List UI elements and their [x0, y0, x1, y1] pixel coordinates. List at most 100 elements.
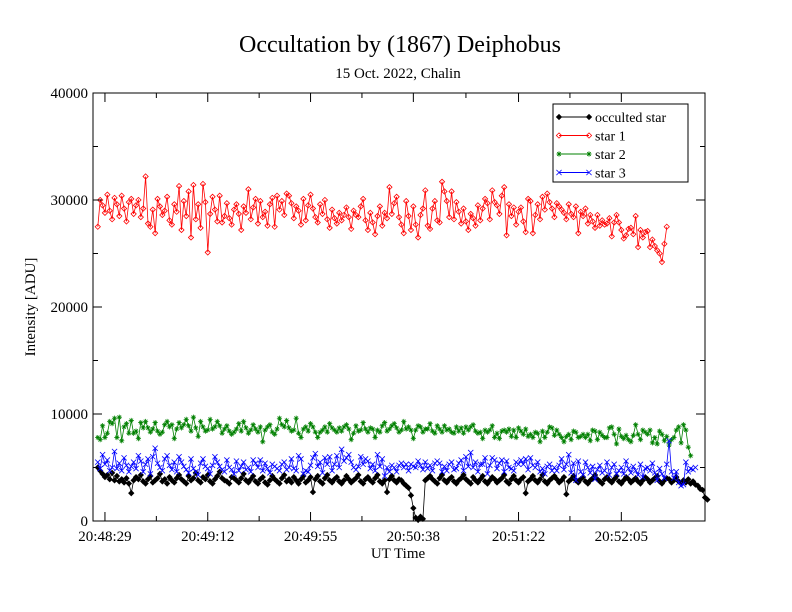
data-point: [467, 449, 474, 456]
data-point: [286, 464, 292, 471]
data-point: [463, 453, 469, 460]
data-point: [541, 471, 548, 477]
data-point: [293, 467, 300, 474]
data-point: [341, 458, 347, 464]
data-point: [429, 205, 436, 212]
data-point: [659, 471, 665, 477]
data-point: [556, 431, 562, 437]
data-point: [486, 216, 494, 223]
data-point: [151, 230, 159, 237]
data-point: [348, 437, 354, 443]
data-point: [312, 450, 319, 457]
data-point: [606, 472, 613, 478]
data-point: [560, 473, 568, 481]
data-point: [164, 452, 170, 459]
data-point: [212, 453, 218, 460]
data-point: [668, 437, 675, 443]
data-point: [376, 203, 384, 210]
data-point: [175, 471, 183, 479]
data-point: [405, 467, 412, 474]
data-point: [245, 430, 251, 436]
data-point: [437, 426, 443, 432]
data-point: [159, 429, 165, 435]
data-point: [623, 458, 629, 464]
data-point: [276, 480, 283, 487]
data-point: [386, 426, 393, 432]
data-point: [685, 444, 691, 450]
data-point: [178, 425, 185, 431]
data-point: [403, 426, 409, 432]
data-point: [398, 221, 405, 228]
data-point: [671, 434, 677, 441]
data-point: [419, 515, 427, 523]
data-point: [544, 190, 551, 197]
data-point: [309, 205, 317, 212]
data-point: [414, 234, 422, 241]
data-point: [247, 216, 254, 223]
data-point: [236, 421, 242, 427]
data-point: [288, 479, 295, 486]
data-point: [503, 458, 510, 464]
data-point: [327, 421, 333, 427]
legend-marker: [555, 113, 563, 121]
x-tick-label: 20:51:22: [492, 529, 545, 545]
data-point: [326, 224, 333, 231]
data-point: [173, 468, 180, 475]
data-point: [544, 429, 550, 435]
data-point: [317, 459, 323, 466]
data-point: [658, 258, 666, 266]
data-point: [649, 460, 656, 467]
data-point: [209, 462, 216, 469]
data-point: [587, 438, 593, 444]
data-point: [436, 460, 443, 467]
data-point: [111, 477, 118, 484]
data-point: [405, 484, 412, 491]
data-point: [568, 469, 575, 476]
data-point: [250, 422, 256, 428]
data-point: [582, 205, 589, 212]
data-point: [218, 219, 226, 226]
data-point: [616, 426, 622, 432]
data-point: [403, 461, 410, 468]
legend-item: star 1: [555, 130, 626, 145]
data-point: [99, 451, 106, 458]
data-point: [656, 250, 663, 257]
data-point: [520, 473, 527, 481]
data-point: [279, 422, 285, 428]
data-point: [649, 440, 656, 446]
data-point: [489, 423, 495, 429]
data-point: [640, 427, 646, 433]
data-point: [376, 463, 383, 470]
data-point: [183, 212, 190, 220]
data-point: [173, 208, 180, 215]
data-point: [298, 456, 304, 462]
data-point: [673, 468, 680, 475]
data-point: [494, 430, 500, 436]
data-point: [527, 197, 534, 205]
data-point: [381, 477, 388, 484]
data-point: [255, 429, 261, 435]
data-point: [334, 429, 340, 435]
data-point: [413, 427, 419, 433]
data-point: [470, 422, 476, 428]
data-point: [453, 465, 460, 472]
data-point: [465, 226, 472, 234]
data-point: [410, 203, 417, 210]
data-point: [207, 471, 214, 477]
data-point: [331, 427, 338, 433]
data-point: [245, 186, 252, 193]
data-point: [358, 427, 364, 433]
legend-marker: [586, 169, 592, 176]
data-point: [118, 192, 125, 199]
data-point: [324, 471, 331, 479]
data-point: [343, 422, 350, 428]
data-point: [425, 426, 431, 432]
data-point: [661, 475, 668, 482]
data-point: [202, 428, 208, 434]
data-point: [120, 205, 128, 212]
data-point: [355, 463, 362, 470]
data-point: [233, 201, 240, 208]
data-point: [632, 467, 639, 474]
data-point: [477, 217, 484, 224]
data-point: [561, 439, 567, 445]
